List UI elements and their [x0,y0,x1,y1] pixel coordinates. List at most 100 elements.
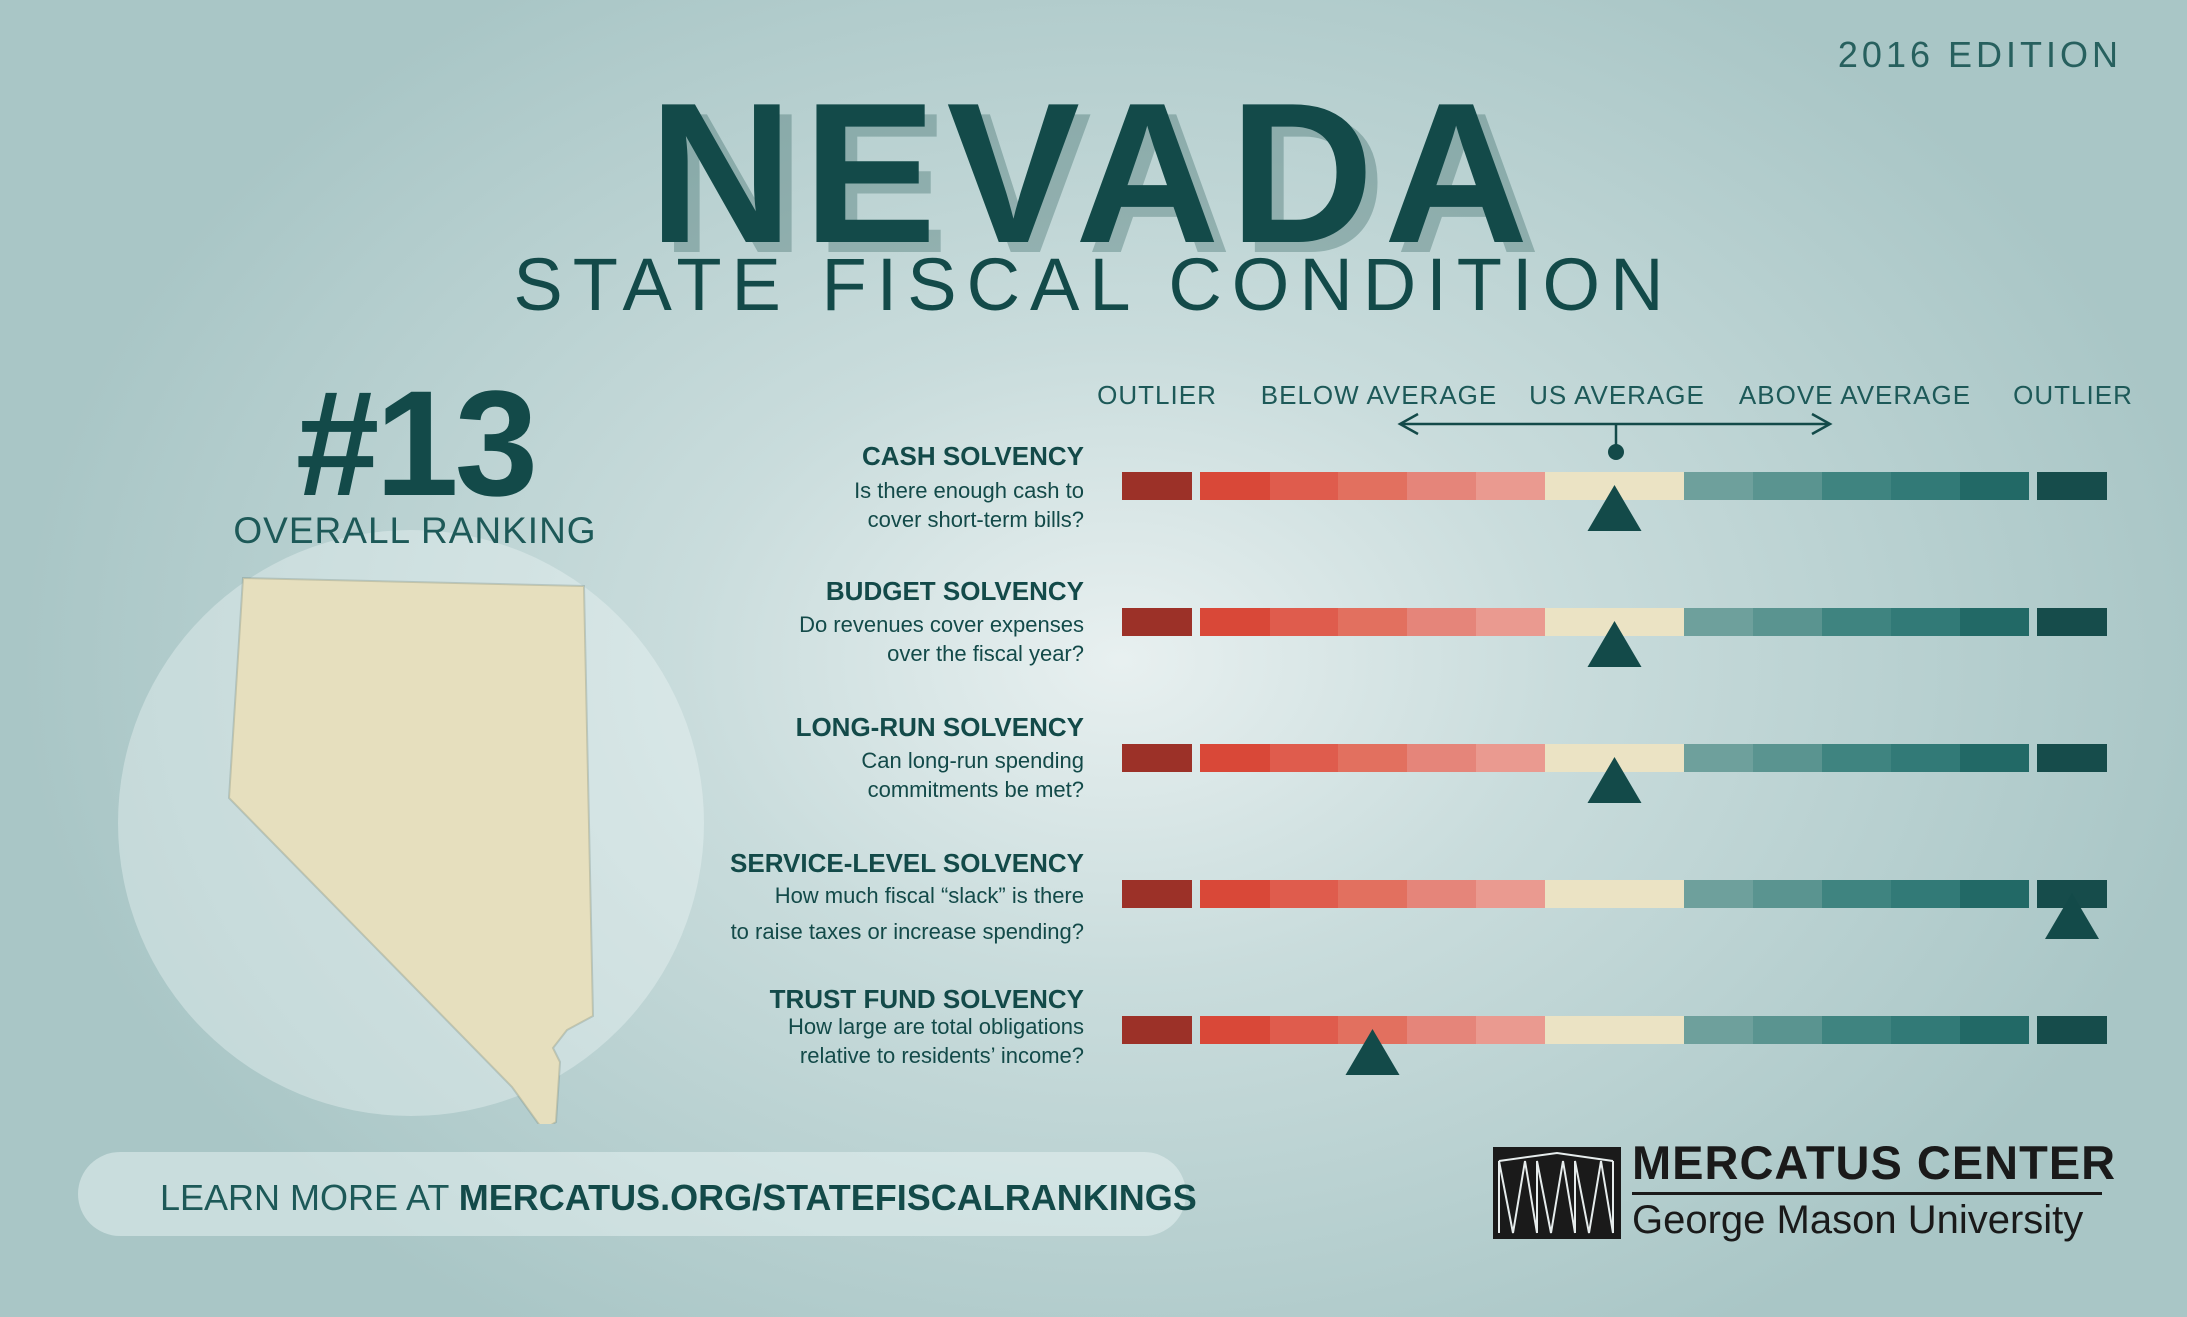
learn-more-url: MERCATUS.ORG/STATEFISCALRANKINGS [458,1177,1197,1218]
category-question-line: over the fiscal year? [887,641,1084,666]
scale-segment [1407,744,1476,772]
category-question-line: How large are total obligations [788,1014,1084,1039]
scale-segment [2037,1016,2107,1044]
scale-segment [1960,880,2029,908]
category-title: LONG-RUN SOLVENCY [795,712,1084,742]
scale-segment [1200,880,1270,908]
logo-university: George Mason University [1632,1198,2084,1242]
category-title: TRUST FUND SOLVENCY [769,984,1084,1014]
learn-more-banner [78,1152,1186,1236]
state-position-marker [1587,621,1642,667]
state-position-marker [1345,1029,1400,1075]
edition-label: 2016 EDITION [1837,34,2122,75]
category-question-line: Can long-run spending [861,748,1084,773]
scale-segment [1476,608,1545,636]
category-question-line: relative to residents’ income? [799,1043,1084,1068]
scale-segment [1122,472,1192,500]
category-question-line: to raise taxes or increase spending? [730,919,1084,944]
logo-name: MERCATUS CENTER [1632,1136,2117,1189]
scale-segment [1753,880,1822,908]
scale-segment [1891,608,1960,636]
scale-segment [2037,744,2107,772]
column-header-above-average: ABOVE AVERAGE [1738,380,1972,410]
mercatus-logo-icon [1493,1147,1621,1239]
scale-segment [1891,472,1960,500]
scale-segment [1200,1016,1270,1044]
scale-segment [1684,608,1753,636]
page-subtitle: STATE FISCAL CONDITION [513,243,1674,326]
scale-segment [1200,744,1270,772]
scale-segment [1753,472,1822,500]
scale-segment [1891,1016,1960,1044]
scale-segment [2037,472,2107,500]
scale-segment [1122,1016,1192,1044]
state-title: NEVADA [648,62,1539,285]
scale-segment [1200,608,1270,636]
scale-segment [1684,880,1753,908]
scale-segment [1753,744,1822,772]
overall-rank-label: OVERALL RANKING [233,510,597,551]
category-title: CASH SOLVENCY [862,441,1084,471]
scale-segment [1753,608,1822,636]
scale-segment [1822,1016,1891,1044]
logo-divider [1632,1192,2102,1195]
scale-segment [1122,744,1192,772]
scale-segment [1200,472,1270,500]
scale-segment [1960,472,2029,500]
category-question-line: Is there enough cash to [854,478,1084,503]
category-question-line: Do revenues cover expenses [799,612,1084,637]
scale-segment [1545,1016,1684,1044]
learn-more-text: LEARN MORE AT MERCATUS.ORG/STATEFISCALRA… [160,1177,1197,1219]
scale-segment [1270,744,1338,772]
scale-segment [1338,608,1407,636]
category-title: SERVICE-LEVEL SOLVENCY [730,848,1084,878]
scale-segment [1407,472,1476,500]
overall-rank: #13 [295,359,538,527]
category-title: BUDGET SOLVENCY [825,576,1084,606]
scale-segment [1122,880,1192,908]
scale-segment [1122,608,1192,636]
state-position-marker [1587,757,1642,803]
category-question-line: cover short-term bills? [867,507,1084,532]
scale-segment [1684,744,1753,772]
scale-segment [1338,744,1407,772]
scale-segment [1270,608,1338,636]
scale-segment [1822,608,1891,636]
column-header-outlier-high: OUTLIER [2013,380,2133,410]
scale-segment [2037,608,2107,636]
scale-segment [1476,1016,1545,1044]
nevada-map-icon [227,576,595,1124]
scale-segment [1822,744,1891,772]
scale-segment [1270,880,1338,908]
scale-segment [1476,744,1545,772]
scale-segment [1891,880,1960,908]
scale-segment [1338,472,1407,500]
column-header-outlier-low: OUTLIER [1097,380,1217,410]
scale-segment [1476,880,1545,908]
learn-more-prefix: LEARN MORE AT [160,1177,459,1218]
scale-segment [1545,880,1684,908]
column-header-us-average: US AVERAGE [1529,380,1705,410]
scale-segment [1891,744,1960,772]
scale-segment [1960,608,2029,636]
category-question-line: How much fiscal “slack” is there [774,883,1084,908]
scale-segment [1407,1016,1476,1044]
scale-segment [1270,1016,1338,1044]
column-header-below-average: BELOW AVERAGE [1260,380,1498,410]
scale-segment [1822,880,1891,908]
scale-segment [1407,608,1476,636]
scale-segment [1753,1016,1822,1044]
scale-segment [1960,1016,2029,1044]
scale-segment [1407,880,1476,908]
state-position-marker [2045,893,2099,939]
scale-segment [1476,472,1545,500]
scale-segment [1960,744,2029,772]
category-question-line: commitments be met? [867,777,1084,802]
state-position-marker [1587,485,1642,531]
scale-segment [1822,472,1891,500]
scale-segment [1684,1016,1753,1044]
scale-segment [1338,880,1407,908]
scale-segment [1270,472,1338,500]
